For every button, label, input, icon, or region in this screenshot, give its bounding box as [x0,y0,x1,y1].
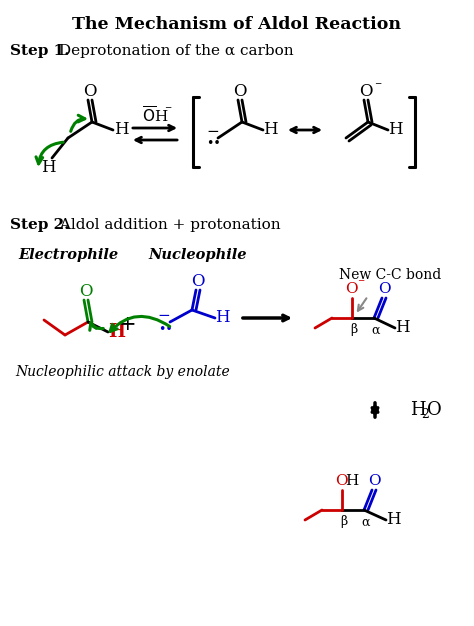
Text: $\overline{\rm O}$H: $\overline{\rm O}$H [142,106,168,126]
Text: H: H [263,121,277,138]
Text: β: β [340,515,347,528]
Text: $-$: $-$ [157,305,171,321]
Text: H: H [346,474,359,488]
Text: β: β [350,324,357,337]
Text: H: H [215,309,229,327]
Text: α: α [372,324,380,337]
Text: Deprotonation of the α carbon: Deprotonation of the α carbon [54,44,293,58]
Text: $-$: $-$ [206,123,219,138]
Text: The Mechanism of Aldol Reaction: The Mechanism of Aldol Reaction [73,16,401,33]
Text: Nucleophilic attack by enolate: Nucleophilic attack by enolate [15,365,230,379]
Text: O: O [233,83,247,101]
Text: O: O [359,83,373,101]
Text: H: H [109,323,126,341]
Text: H: H [41,160,55,177]
Text: +: + [119,316,137,334]
Text: H: H [114,121,128,138]
Text: O: O [191,274,205,290]
Text: O: O [368,474,380,488]
Text: $^-$: $^-$ [356,277,366,290]
Text: Step 1.: Step 1. [10,44,70,58]
Text: Nucleophile: Nucleophile [148,248,246,262]
Text: O: O [79,284,93,300]
Text: H: H [386,511,401,528]
Text: O: O [83,83,97,101]
Text: ••: •• [207,138,221,150]
Text: ••: •• [159,322,173,336]
Text: O: O [378,282,390,296]
Text: Step 2.: Step 2. [10,218,70,232]
Text: H: H [388,121,402,138]
Text: H: H [395,319,410,337]
Text: O: O [335,474,347,488]
Text: α: α [362,515,370,528]
Text: Aldol addition + protonation: Aldol addition + protonation [55,218,281,232]
Text: New C-C bond: New C-C bond [339,268,441,282]
Text: Electrophile: Electrophile [18,248,118,262]
Text: O: O [345,282,357,296]
Text: H: H [410,401,426,419]
Text: O: O [427,401,442,419]
Text: 2: 2 [421,408,429,421]
Text: $^-$: $^-$ [373,81,383,93]
Text: $^-$: $^-$ [163,105,173,118]
